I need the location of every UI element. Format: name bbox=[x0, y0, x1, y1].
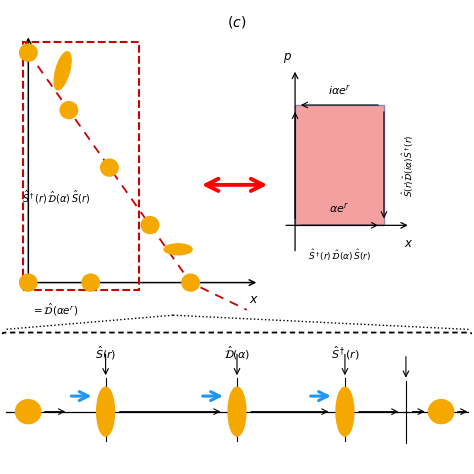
Text: $x$: $x$ bbox=[404, 237, 414, 250]
Circle shape bbox=[19, 44, 37, 61]
Text: $= \hat{\mathcal{D}}(\alpha e^r)$: $= \hat{\mathcal{D}}(\alpha e^r)$ bbox=[31, 302, 79, 318]
Bar bbox=[295, 105, 384, 225]
FancyBboxPatch shape bbox=[0, 333, 474, 474]
FancyArrowPatch shape bbox=[203, 392, 219, 401]
Text: $\hat{S}(r)\hat{\mathcal{D}}(i\alpha)\hat{S}^\dagger(r)$: $\hat{S}(r)\hat{\mathcal{D}}(i\alpha)\ha… bbox=[400, 134, 416, 197]
Circle shape bbox=[16, 400, 41, 424]
Text: $\hat{S}^\dagger(r)\,\hat{\mathcal{D}}(\alpha)\,\hat{S}(r)$: $\hat{S}^\dagger(r)\,\hat{\mathcal{D}}(\… bbox=[22, 189, 90, 207]
Circle shape bbox=[82, 274, 100, 291]
Text: $\hat{S}^\dagger(r)$: $\hat{S}^\dagger(r)$ bbox=[330, 345, 359, 362]
Text: $\alpha e^r$: $\alpha e^r$ bbox=[329, 202, 350, 215]
Circle shape bbox=[60, 101, 78, 118]
Circle shape bbox=[182, 274, 199, 291]
Circle shape bbox=[100, 159, 118, 176]
Ellipse shape bbox=[228, 387, 246, 436]
Ellipse shape bbox=[164, 244, 192, 255]
Text: $\hat{S}(r)$: $\hat{S}(r)$ bbox=[95, 345, 116, 362]
Circle shape bbox=[19, 274, 37, 291]
Circle shape bbox=[141, 217, 159, 234]
Text: $(c)$: $(c)$ bbox=[228, 14, 246, 30]
Text: $x$: $x$ bbox=[249, 293, 259, 307]
FancyArrowPatch shape bbox=[71, 392, 88, 401]
Text: $\hat{\mathcal{D}}(\alpha)$: $\hat{\mathcal{D}}(\alpha)$ bbox=[224, 345, 250, 362]
Ellipse shape bbox=[54, 52, 71, 90]
Ellipse shape bbox=[97, 387, 115, 436]
Text: $\hat{S}^\dagger(r)\,\hat{\mathcal{D}}(\alpha)\,\hat{S}(r)$: $\hat{S}^\dagger(r)\,\hat{\mathcal{D}}(\… bbox=[308, 247, 371, 263]
Circle shape bbox=[428, 400, 454, 424]
Text: $p$: $p$ bbox=[283, 51, 292, 65]
Text: $i\alpha e^r$: $i\alpha e^r$ bbox=[328, 83, 351, 97]
Ellipse shape bbox=[336, 387, 354, 436]
FancyArrowPatch shape bbox=[310, 392, 328, 401]
